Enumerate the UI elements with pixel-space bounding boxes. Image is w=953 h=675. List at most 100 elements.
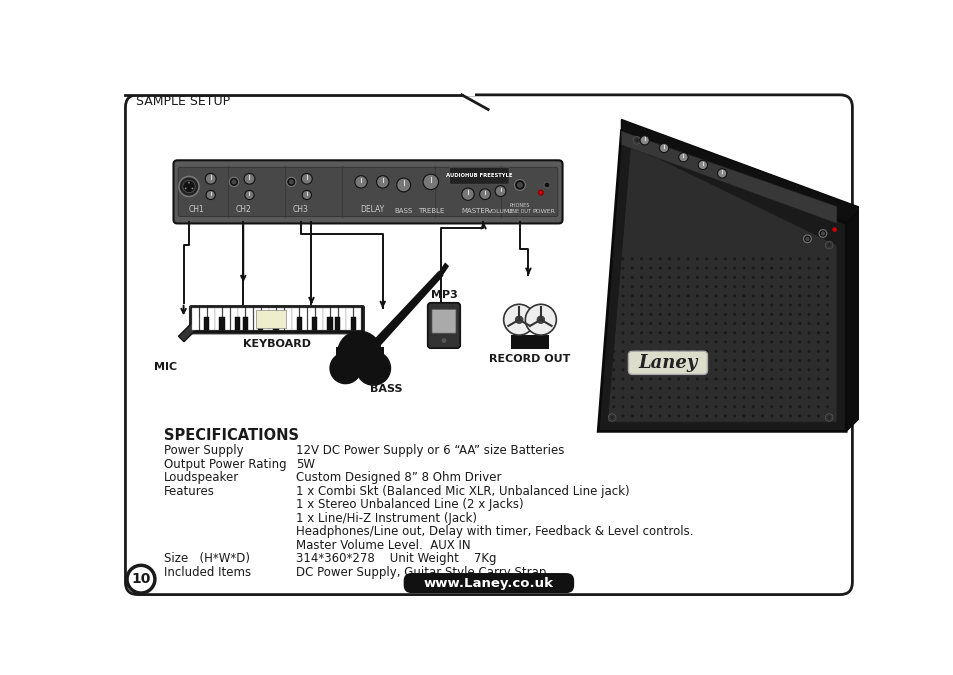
- Circle shape: [677, 294, 679, 298]
- Circle shape: [658, 276, 661, 279]
- Circle shape: [704, 285, 707, 288]
- Circle shape: [686, 322, 689, 325]
- Circle shape: [667, 340, 670, 344]
- Circle shape: [229, 178, 238, 186]
- Circle shape: [649, 396, 652, 399]
- FancyBboxPatch shape: [178, 167, 558, 217]
- Circle shape: [667, 257, 670, 261]
- Circle shape: [806, 331, 810, 334]
- Circle shape: [667, 294, 670, 298]
- Circle shape: [649, 294, 652, 298]
- Circle shape: [798, 350, 801, 353]
- Circle shape: [695, 267, 699, 269]
- Circle shape: [751, 377, 754, 381]
- Circle shape: [723, 331, 726, 334]
- Circle shape: [779, 267, 781, 269]
- Circle shape: [677, 368, 679, 371]
- Circle shape: [714, 387, 717, 389]
- Circle shape: [610, 416, 613, 419]
- Circle shape: [686, 377, 689, 381]
- Circle shape: [286, 178, 295, 186]
- Circle shape: [779, 405, 781, 408]
- Circle shape: [806, 387, 810, 389]
- Circle shape: [723, 267, 726, 269]
- Circle shape: [798, 257, 801, 261]
- Bar: [238, 308, 245, 331]
- Circle shape: [751, 396, 754, 399]
- Circle shape: [798, 294, 801, 298]
- Circle shape: [798, 285, 801, 288]
- Circle shape: [698, 160, 707, 169]
- Polygon shape: [335, 347, 384, 368]
- Circle shape: [779, 396, 781, 399]
- Circle shape: [639, 313, 642, 316]
- Polygon shape: [598, 131, 845, 431]
- Circle shape: [704, 377, 707, 381]
- Circle shape: [630, 368, 633, 371]
- Circle shape: [788, 322, 791, 325]
- Circle shape: [667, 304, 670, 306]
- Circle shape: [667, 414, 670, 418]
- Circle shape: [686, 350, 689, 353]
- Circle shape: [537, 316, 544, 323]
- Circle shape: [630, 285, 633, 288]
- Text: 1 x Combi Skt (Balanced Mic XLR, Unbalanced Line jack): 1 x Combi Skt (Balanced Mic XLR, Unbalan…: [295, 485, 629, 498]
- Circle shape: [806, 414, 810, 418]
- Circle shape: [649, 359, 652, 362]
- Circle shape: [193, 317, 203, 328]
- Circle shape: [620, 285, 624, 288]
- Circle shape: [741, 313, 744, 316]
- Circle shape: [769, 276, 773, 279]
- Circle shape: [816, 313, 819, 316]
- Circle shape: [769, 322, 773, 325]
- Circle shape: [732, 313, 736, 316]
- Polygon shape: [178, 320, 200, 342]
- Circle shape: [620, 359, 624, 362]
- Circle shape: [612, 313, 615, 316]
- Text: 10: 10: [132, 572, 151, 586]
- Bar: [208, 308, 214, 331]
- Circle shape: [723, 350, 726, 353]
- Circle shape: [639, 350, 642, 353]
- Circle shape: [714, 331, 717, 334]
- Circle shape: [714, 359, 717, 362]
- Circle shape: [695, 350, 699, 353]
- Circle shape: [714, 257, 717, 261]
- Circle shape: [760, 304, 763, 306]
- Circle shape: [821, 232, 823, 235]
- Circle shape: [723, 304, 726, 306]
- Circle shape: [667, 322, 670, 325]
- Circle shape: [827, 416, 830, 419]
- Circle shape: [741, 414, 744, 418]
- Circle shape: [816, 377, 819, 381]
- Circle shape: [732, 257, 736, 261]
- Circle shape: [816, 285, 819, 288]
- Text: 5W: 5W: [295, 458, 314, 471]
- Circle shape: [695, 294, 699, 298]
- Circle shape: [686, 294, 689, 298]
- Circle shape: [779, 377, 781, 381]
- Circle shape: [667, 313, 670, 316]
- Circle shape: [686, 276, 689, 279]
- Circle shape: [704, 414, 707, 418]
- Circle shape: [620, 294, 624, 298]
- Circle shape: [677, 257, 679, 261]
- Circle shape: [779, 276, 781, 279]
- Circle shape: [612, 414, 615, 418]
- FancyBboxPatch shape: [628, 351, 707, 375]
- Circle shape: [806, 285, 810, 288]
- Circle shape: [301, 173, 312, 184]
- Circle shape: [741, 368, 744, 371]
- Circle shape: [649, 285, 652, 288]
- Circle shape: [825, 276, 828, 279]
- Circle shape: [658, 322, 661, 325]
- Circle shape: [779, 414, 781, 418]
- Circle shape: [732, 387, 736, 389]
- Circle shape: [649, 322, 652, 325]
- Circle shape: [741, 331, 744, 334]
- Circle shape: [330, 353, 360, 383]
- Circle shape: [714, 368, 717, 371]
- Circle shape: [612, 322, 615, 325]
- Circle shape: [620, 304, 624, 306]
- Bar: [300, 308, 307, 331]
